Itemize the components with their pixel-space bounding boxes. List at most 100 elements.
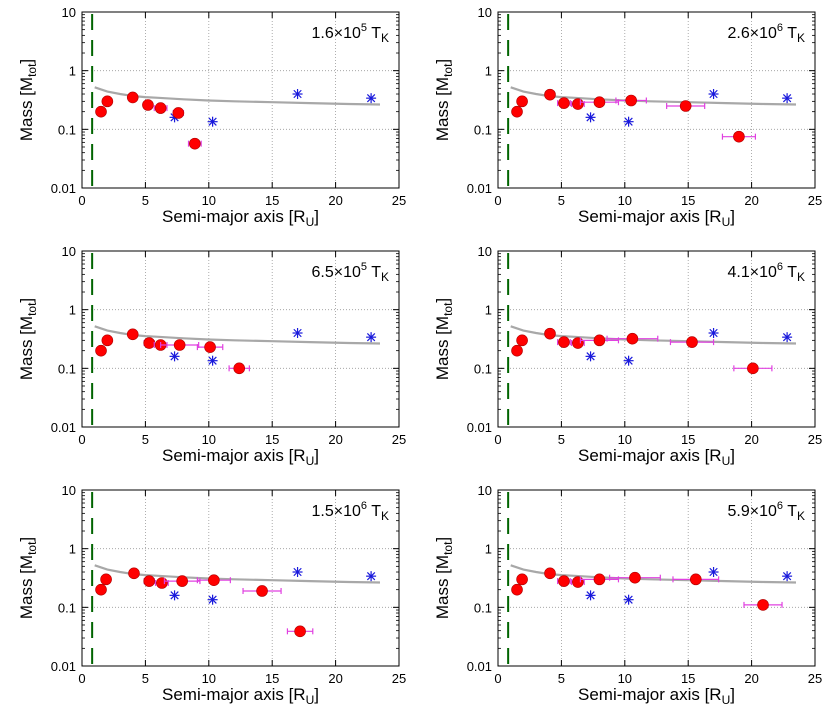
y-axis-label-text: Mass [M — [433, 77, 452, 141]
x-tick-label: 25 — [808, 432, 822, 447]
star-stroke — [586, 113, 595, 122]
star-stroke — [293, 89, 302, 99]
red-data-point — [142, 99, 154, 111]
x-axis-label-text: Semi-major axis [R — [578, 207, 722, 226]
y-tick-label: 10 — [62, 483, 76, 498]
x-axis-label-text: Semi-major axis [R — [162, 207, 306, 226]
x-tick-label: 0 — [78, 671, 85, 686]
y-axis-label-end: ] — [433, 298, 452, 303]
red-data-point — [544, 327, 556, 340]
annotation-unit-subscript: K — [381, 509, 389, 523]
red-data-point — [95, 105, 107, 118]
red-data-point — [176, 575, 188, 587]
y-axis-label-subscript: tot — [25, 63, 39, 77]
y-tick-label: 1 — [485, 542, 492, 557]
y-tick-label: 10 — [62, 244, 76, 259]
x-tick-label: 20 — [328, 671, 342, 686]
red-data-point — [156, 577, 168, 589]
y-tick-label: 0.01 — [51, 659, 76, 674]
y-axis-label-subscript: tot — [441, 302, 455, 316]
blue-star-point — [623, 594, 634, 605]
x-tick-label: 0 — [494, 193, 501, 208]
y-tick-label: 0.01 — [51, 181, 76, 196]
x-tick-label: 0 — [494, 432, 501, 447]
red-data-point — [95, 344, 107, 357]
x-tick-label: 25 — [808, 671, 822, 686]
x-tick-label: 5 — [142, 671, 149, 686]
x-axis-label-end: ] — [730, 207, 735, 226]
blue-star-point — [207, 116, 218, 127]
x-axis-label: Semi-major axis [RU] — [578, 685, 735, 707]
red-data-point — [204, 341, 216, 353]
red-data-point — [294, 625, 306, 638]
grey-model-curve — [94, 325, 381, 345]
y-axis-label-text: Mass [M — [17, 555, 36, 619]
red-data-point — [733, 130, 745, 143]
x-axis-label-subscript: U — [306, 693, 315, 707]
x-tick-label: 5 — [558, 432, 565, 447]
blue-star-point — [585, 112, 596, 123]
star-stroke — [709, 567, 718, 577]
y-axis-label-text: Mass [M — [17, 77, 36, 141]
red-data-point — [593, 96, 606, 109]
y-axis-label-subscript: tot — [441, 541, 455, 555]
x-axis-label-subscript: U — [306, 454, 315, 468]
red-data-point — [747, 362, 759, 375]
star-stroke — [709, 89, 718, 99]
y-axis-label-text: Mass [M — [433, 555, 452, 619]
x-axis-label-end: ] — [314, 446, 319, 465]
x-axis-label-text: Semi-major axis [R — [162, 685, 306, 704]
annotation-exponent: 6 — [777, 261, 783, 273]
annotation-unit: T — [367, 503, 381, 520]
y-axis-label: Mass [Mtot] — [433, 59, 455, 141]
annotation-exponent: 6 — [777, 22, 783, 34]
star-stroke — [366, 332, 376, 342]
red-data-point — [511, 105, 523, 118]
temperature-annotation: 1.6×105 TK — [312, 22, 389, 45]
red-data-point — [593, 573, 606, 586]
red-data-point — [173, 339, 186, 351]
annotation-mantissa: 2.6×10 — [728, 25, 777, 42]
blue-star-point — [207, 355, 218, 366]
y-tick-label: 1 — [485, 303, 492, 318]
red-data-point — [100, 573, 112, 586]
red-data-point — [208, 574, 220, 587]
annotation-exponent: 6 — [777, 500, 783, 512]
y-tick-label: 0.1 — [58, 361, 76, 376]
plot-frame — [81, 250, 400, 428]
x-tick-label: 5 — [142, 193, 149, 208]
red-data-point — [558, 575, 570, 587]
x-axis-label: Semi-major axis [RU] — [162, 446, 319, 468]
x-tick-label: 15 — [681, 193, 695, 208]
x-axis-label: Semi-major axis [RU] — [578, 207, 735, 229]
blue-star-point — [169, 590, 180, 601]
y-axis-label: Mass [Mtot] — [433, 537, 455, 619]
x-axis-label: Semi-major axis [RU] — [578, 446, 735, 468]
blue-star-point — [782, 93, 793, 104]
red-data-point — [626, 332, 639, 345]
y-tick-label: 1 — [69, 64, 76, 79]
blue-star-point — [292, 328, 303, 339]
red-data-point — [126, 91, 139, 104]
blue-star-point — [782, 571, 793, 582]
x-tick-label: 20 — [744, 193, 758, 208]
red-data-point — [233, 362, 246, 375]
red-data-point — [625, 94, 637, 107]
x-axis-label-end: ] — [730, 685, 735, 704]
plot-frame — [497, 11, 816, 189]
blue-star-point — [366, 332, 377, 343]
temperature-annotation: 4.1×106 TK — [728, 261, 805, 284]
y-axis-label-end: ] — [17, 537, 36, 542]
red-data-point — [544, 567, 556, 580]
star-stroke — [366, 571, 376, 581]
blue-star-point — [169, 351, 180, 362]
annotation-mantissa: 5.9×10 — [728, 503, 777, 520]
x-tick-label: 25 — [392, 671, 406, 686]
x-tick-label: 25 — [392, 193, 406, 208]
x-tick-label: 10 — [618, 193, 632, 208]
red-data-point — [690, 573, 702, 586]
red-data-point — [572, 576, 584, 588]
